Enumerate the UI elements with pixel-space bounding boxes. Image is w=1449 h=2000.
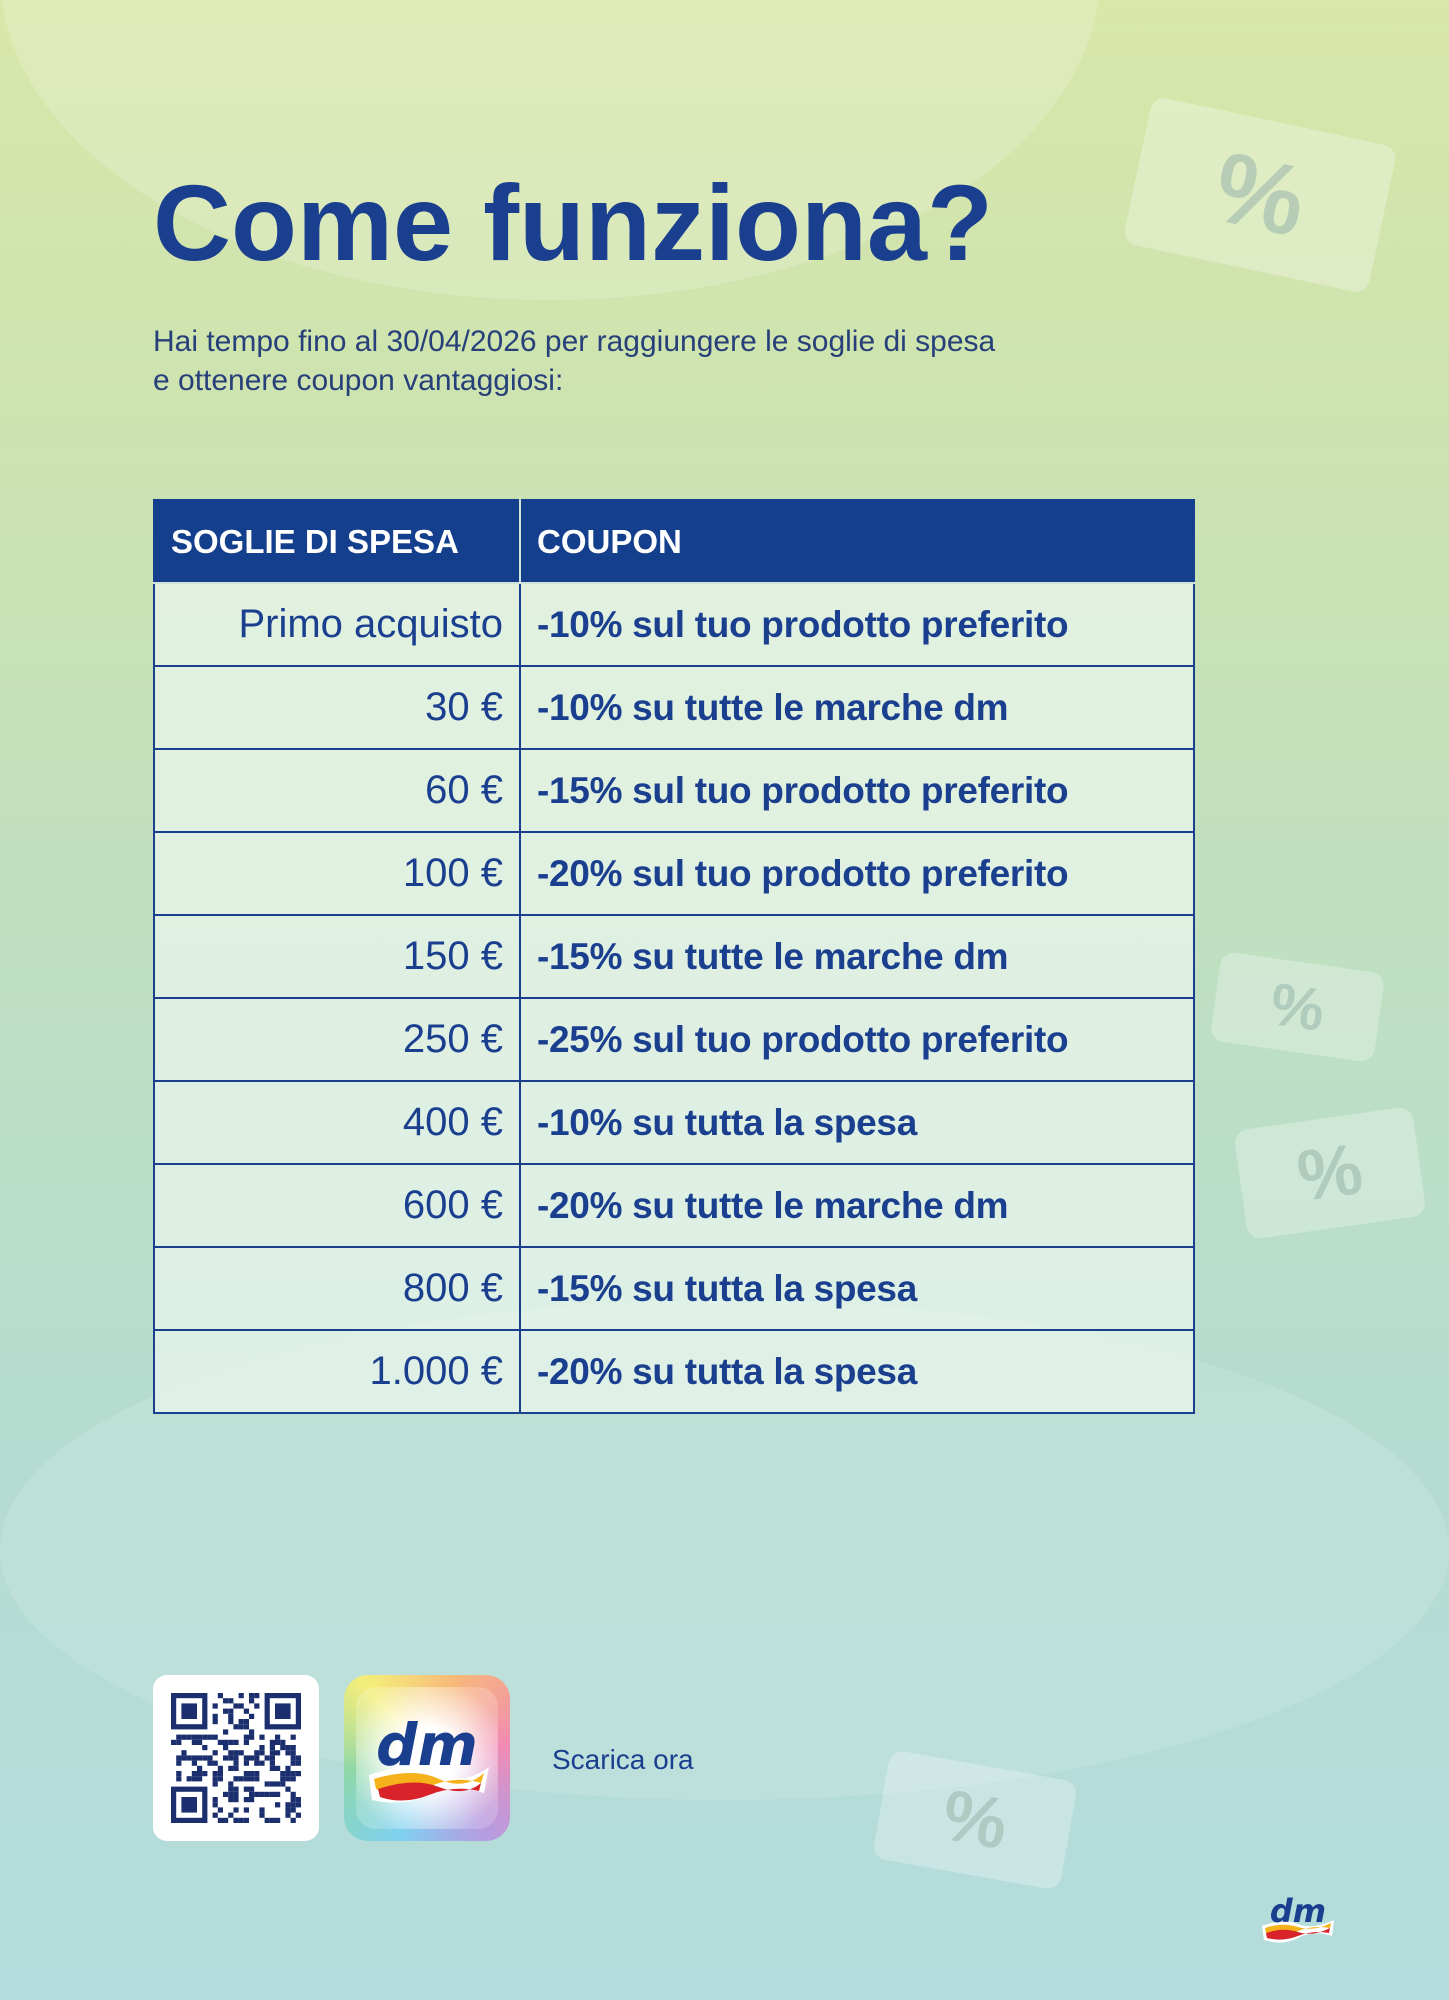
coupon-cell: -15% su tutte le marche dm [519, 914, 1195, 999]
column-header-coupon: COUPON [519, 499, 1195, 584]
table-row: 30 € -10% su tutte le marche dm [153, 665, 1195, 750]
coupon-cell: -10% su tutta la spesa [519, 1080, 1195, 1165]
threshold-cell: 100 € [153, 831, 521, 916]
threshold-cell: 1.000 € [153, 1329, 521, 1414]
table-row: 250 € -25% sul tuo prodotto preferito [153, 997, 1195, 1082]
dm-brand-logo: dm [1262, 1892, 1334, 1943]
coupon-cell: -10% sul tuo prodotto preferito [519, 582, 1195, 667]
coupon-cell: -20% su tutte le marche dm [519, 1163, 1195, 1248]
svg-text:dm: dm [376, 1711, 478, 1779]
threshold-cell: 60 € [153, 748, 521, 833]
threshold-cell: 150 € [153, 914, 521, 999]
coupon-cell: -20% sul tuo prodotto preferito [519, 831, 1195, 916]
table-row: 400 € -10% su tutta la spesa [153, 1080, 1195, 1165]
threshold-cell: 800 € [153, 1246, 521, 1331]
table-row: Primo acquisto -10% sul tuo prodotto pref… [153, 582, 1195, 667]
coupon-cell: -25% sul tuo prodotto preferito [519, 997, 1195, 1082]
threshold-cell: 30 € [153, 665, 521, 750]
table-row: 800 € -15% su tutta la spesa [153, 1246, 1195, 1331]
download-now-label[interactable]: Scarica ora [552, 1744, 694, 1775]
coupon-cell: -20% su tutta la spesa [519, 1329, 1195, 1414]
coupon-decoration: % [1209, 950, 1386, 1064]
coupon-cell: -15% su tutta la spesa [519, 1246, 1195, 1331]
page-subtitle: Hai tempo fino al 30/04/2026 per raggiun… [153, 322, 1253, 400]
coupon-decoration: % [1233, 1106, 1427, 1240]
coupon-cell: -15% sul tuo prodotto preferito [519, 748, 1195, 833]
threshold-cell: 400 € [153, 1080, 521, 1165]
qr-code[interactable] [153, 1675, 319, 1841]
table-row: 60 € -15% sul tuo prodotto preferito [153, 748, 1195, 833]
coupon-cell: -10% su tutte le marche dm [519, 665, 1195, 750]
coupon-thresholds-table: SOGLIE DI SPESA COUPON Primo acquisto -10… [153, 499, 1195, 1414]
threshold-cell: Primo acquisto [153, 582, 521, 667]
dm-app-icon[interactable]: dm [344, 1675, 510, 1841]
coupon-decoration: % [1122, 95, 1398, 295]
table-row: 150 € -15% su tutte le marche dm [153, 914, 1195, 999]
qr-code-image [171, 1693, 301, 1823]
table-row: 1.000 € -20% su tutta la spesa [153, 1329, 1195, 1414]
subtitle-line: e ottenere coupon vantaggiosi: [153, 364, 564, 397]
subtitle-line: Hai tempo fino al 30/04/2026 per raggiun… [153, 325, 996, 358]
table-row: 100 € -20% sul tuo prodotto preferito [153, 831, 1195, 916]
threshold-cell: 250 € [153, 997, 521, 1082]
threshold-cell: 600 € [153, 1163, 521, 1248]
dm-app-logo: dm [369, 1711, 489, 1803]
table-row: 600 € -20% su tutte le marche dm [153, 1163, 1195, 1248]
page-title: Come funziona? [153, 162, 993, 283]
svg-text:dm: dm [1270, 1892, 1326, 1930]
column-header-thresholds: SOGLIE DI SPESA [153, 499, 521, 584]
table-header-row: SOGLIE DI SPESA COUPON [153, 499, 1195, 584]
